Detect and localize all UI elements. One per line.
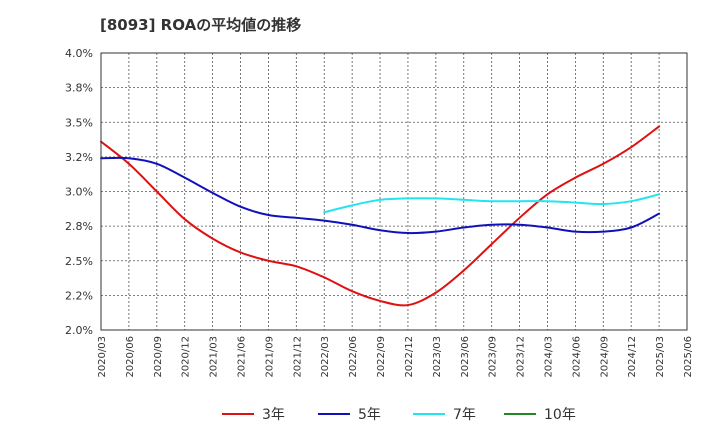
x-tick-label: 2023/06 (460, 336, 471, 378)
x-tick-label: 2024/03 (543, 336, 554, 378)
y-tick-label: 3.2% (65, 151, 93, 164)
x-tick-label: 2024/06 (571, 336, 582, 378)
x-tick-label: 2022/09 (376, 336, 387, 378)
x-tick-label: 2022/06 (348, 336, 359, 378)
grid (101, 53, 687, 330)
y-tick-label: 2.5% (65, 255, 93, 268)
legend-label-1: 3年 (262, 407, 285, 423)
x-axis-ticks: 2020/03 2020/06 2020/09 2020/12 2021/03 2021/… (97, 336, 694, 378)
series-line-1 (100, 125, 661, 307)
y-tick-label: 4.0% (65, 47, 93, 60)
x-tick-label: 2020/03 (97, 336, 108, 378)
x-tick-label: 2023/09 (488, 336, 499, 378)
x-tick-label: 2022/03 (320, 336, 331, 378)
y-axis-ticks: 2.0% 2.2% 2.5% 2.8% 3.0% 3.2% 3.5% 3.8% 4.0% (65, 47, 93, 337)
x-tick-label: 2024/09 (599, 336, 610, 378)
y-tick-label: 3.8% (65, 82, 93, 95)
x-tick-label: 2020/06 (125, 336, 136, 378)
x-tick-label: 2021/06 (237, 336, 248, 378)
legend-label-4: 10年 (544, 407, 576, 423)
x-tick-label: 2020/12 (181, 336, 192, 378)
y-tick-label: 3.5% (65, 116, 93, 129)
x-tick-label: 2021/09 (264, 336, 275, 378)
plot-frame (100, 52, 688, 331)
y-tick-label: 3.0% (65, 186, 93, 199)
x-tick-label: 2022/12 (404, 336, 415, 378)
x-tick-label: 2021/12 (292, 336, 303, 378)
y-tick-label: 2.2% (65, 289, 93, 302)
y-tick-label: 2.0% (65, 324, 93, 337)
x-tick-label: 2024/12 (627, 336, 638, 378)
x-tick-label: 2025/06 (683, 336, 694, 378)
series-line-2 (100, 156, 661, 235)
chart-title: [8093] ROAの平均値の推移 (100, 16, 302, 34)
x-tick-label: 2025/03 (655, 336, 666, 378)
legend-label-2: 5年 (358, 407, 381, 423)
y-tick-label: 2.8% (65, 220, 93, 233)
x-tick-label: 2023/12 (516, 336, 527, 378)
legend-label-3: 7年 (453, 407, 476, 423)
x-tick-label: 2020/09 (153, 336, 164, 378)
series-line-3 (323, 193, 661, 214)
x-tick-label: 2023/03 (432, 336, 443, 378)
legend: 3年 5年 7年 10年 (222, 407, 576, 423)
x-tick-label: 2021/03 (209, 336, 220, 378)
series-lines (100, 125, 661, 307)
